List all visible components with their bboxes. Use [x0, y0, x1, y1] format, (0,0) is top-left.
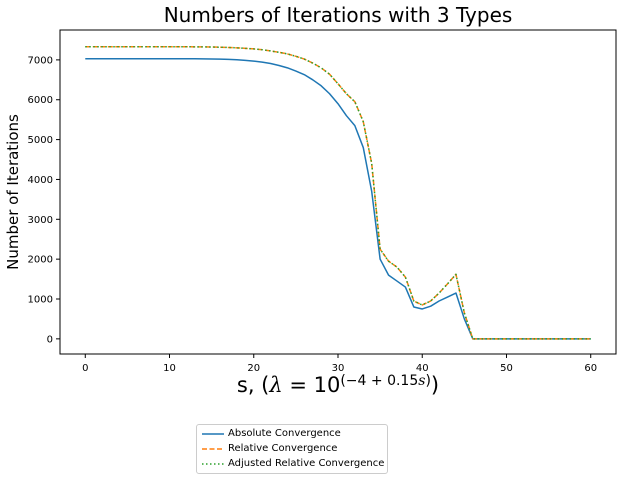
- series-line-relative: [85, 45, 591, 340]
- series-lines: [85, 45, 591, 340]
- chart-title: Numbers of Iterations with 3 Types: [164, 3, 513, 27]
- y-tick-label: 0: [47, 334, 53, 345]
- legend-swatch-adjusted: [202, 463, 224, 465]
- legend-swatch-absolute: [202, 433, 224, 435]
- legend: Absolute Convergence Relative Convergenc…: [196, 424, 388, 474]
- y-tick-label: 3000: [28, 215, 53, 226]
- x-tick-label: 60: [584, 363, 597, 374]
- x-label-eq: = 10: [282, 373, 341, 397]
- legend-item-adjusted: Adjusted Relative Convergence: [197, 457, 387, 472]
- x-tick-label: 50: [500, 363, 513, 374]
- y-tick-label: 6000: [28, 95, 53, 106]
- plot-area: [59, 29, 617, 355]
- legend-label-absolute: Absolute Convergence: [228, 428, 341, 439]
- y-axis-label: Number of Iterations: [4, 114, 22, 270]
- y-tick-label: 4000: [28, 175, 53, 186]
- series-line-absolute: [85, 57, 591, 340]
- x-tick-label: 40: [416, 363, 429, 374]
- legend-label-relative: Relative Convergence: [228, 443, 338, 454]
- x-tick-label: 20: [247, 363, 260, 374]
- x-axis: 0 10 20 30 40 50 60: [82, 354, 597, 374]
- y-axis: 0 1000 2000 3000 4000 5000 6000 7000: [28, 55, 60, 345]
- x-tick-label: 0: [82, 363, 88, 374]
- x-label-exponent: (−4 + 0.15s): [340, 373, 431, 389]
- x-label-lambda: λ: [269, 373, 283, 397]
- legend-label-adjusted: Adjusted Relative Convergence: [228, 458, 385, 469]
- x-label-prefix: s, (: [236, 373, 270, 397]
- y-tick-label: 1000: [28, 295, 53, 306]
- legend-swatch-relative: [202, 448, 224, 450]
- legend-item-relative: Relative Convergence: [197, 442, 387, 457]
- y-tick-label: 2000: [28, 255, 53, 266]
- x-tick-label: 30: [332, 363, 345, 374]
- legend-item-absolute: Absolute Convergence: [197, 427, 387, 442]
- y-tick-label: 5000: [28, 135, 53, 146]
- x-label-suffix: ): [430, 373, 440, 397]
- x-axis-label: s, (λ = 10(−4 + 0.15s)): [60, 371, 616, 399]
- series-line-adjusted: [85, 45, 591, 340]
- x-tick-label: 10: [163, 363, 176, 374]
- y-tick-label: 7000: [28, 55, 53, 66]
